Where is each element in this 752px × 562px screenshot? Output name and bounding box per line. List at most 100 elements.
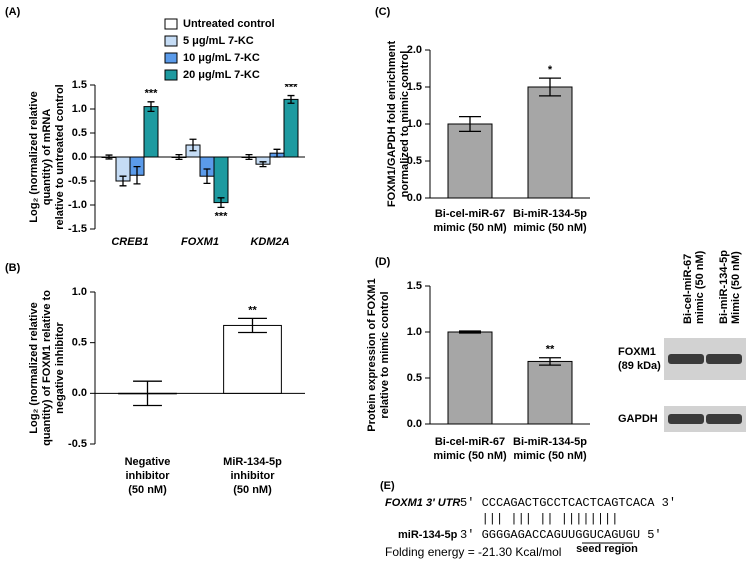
y-axis-label: normalized to mimic control [399, 51, 411, 198]
bar [527, 86, 573, 199]
y-tick-label: 1.0 [72, 286, 87, 298]
mirna-label: miR-134-5p [398, 529, 458, 541]
folding-energy: Folding energy = -21.30 Kcal/mol [385, 545, 561, 559]
y-tick-label: 2.0 [407, 44, 422, 56]
bar [143, 106, 159, 158]
bar [527, 360, 573, 425]
error-bar [105, 154, 113, 160]
blot-band [706, 354, 742, 364]
legend-label: 20 μg/mL 7-KC [183, 69, 260, 81]
panel-label: (A) [5, 6, 21, 18]
significance-label: ** [546, 344, 555, 356]
error-bar [273, 148, 281, 158]
significance-label: ** [248, 304, 257, 316]
x-tick-label: mimic (50 nM) [433, 450, 507, 462]
legend-label: 10 μg/mL 7-KC [183, 52, 260, 64]
y-axis-label: Protein expression of FOXM1 [366, 278, 378, 431]
significance-label: *** [145, 88, 159, 100]
legend-swatch [164, 18, 178, 30]
lane-label: mimic (50 nM) [694, 250, 706, 324]
x-tick-label: (50 nM) [233, 484, 272, 496]
error-bar [133, 165, 141, 185]
y-tick-label: 1.5 [407, 280, 422, 292]
error-bar [203, 168, 211, 185]
y-tick-label: 0.0 [72, 151, 87, 163]
legend-box [160, 14, 300, 84]
legend-swatch [164, 35, 178, 47]
panel-e: (E) FOXM1 3′ UTR 5′ CCCAGACTGCCTCACTCAGT… [380, 480, 676, 559]
base-pairs: ||| ||| || |||||||| [482, 512, 619, 526]
error-bar [217, 197, 225, 209]
significance-label: * [548, 64, 553, 76]
blot-band [706, 414, 742, 424]
y-tick-label: 1.0 [407, 326, 422, 338]
y-tick-label: 0.5 [72, 127, 87, 139]
panel-label: (B) [5, 262, 21, 274]
error-bar [459, 330, 481, 334]
panel-label: (D) [375, 256, 391, 268]
bar [283, 98, 299, 158]
legend-label: 5 μg/mL 7-KC [183, 35, 254, 47]
panel-label: (E) [380, 480, 395, 492]
x-tick-label: inhibitor [126, 470, 171, 482]
x-tick-label: (50 nM) [128, 484, 167, 496]
legend-swatch [164, 52, 178, 64]
y-axis-label: Log₂ (normalized relative [28, 302, 40, 433]
y-tick-label: 0.0 [407, 418, 422, 430]
y-axis-label: FOXM1/GAPDH fold enrichment [386, 41, 398, 208]
band-label: GAPDH [618, 413, 658, 425]
bar [447, 123, 493, 199]
y-tick-label: -1.5 [68, 223, 87, 235]
y-tick-label: 1.0 [72, 103, 87, 115]
x-tick-label: Bi-miR-134-5p [513, 436, 587, 448]
y-axis-label: relative to untreated control [54, 84, 66, 229]
error-bar [238, 317, 267, 334]
seed-label: seed region [576, 543, 638, 555]
error-bar [119, 175, 127, 187]
target-sequence: 5′ CCCAGACTGCCTCACTCAGTCACA 3′ [460, 496, 676, 510]
y-tick-label: -0.5 [68, 438, 87, 450]
error-bar [287, 94, 295, 104]
y-axis-label: Log₂ (normalized relative [28, 91, 40, 222]
error-bar [189, 138, 197, 152]
lane-label: Bi-miR-134-5p [718, 250, 730, 324]
error-bar [245, 153, 253, 161]
lane-label: Bi-cel-miR-67 [682, 254, 694, 324]
error-bar [175, 153, 183, 161]
x-tick-label: FOXM1 [181, 236, 219, 248]
y-tick-label: 1.0 [407, 118, 422, 130]
x-tick-label: Bi-cel-miR-67 [435, 436, 505, 448]
x-tick-label: MiR-134-5p [223, 456, 282, 468]
blot-band [668, 354, 704, 364]
error-bar [539, 357, 561, 366]
band-label: FOXM1 [618, 346, 656, 358]
x-tick-label: inhibitor [231, 470, 276, 482]
y-tick-label: 0.5 [407, 372, 422, 384]
y-tick-label: 0.5 [72, 337, 87, 349]
significance-label: *** [215, 210, 229, 222]
blot-band [668, 414, 704, 424]
y-axis-label: relative to mimic control [379, 291, 391, 418]
x-tick-label: mimic (50 nM) [433, 222, 507, 234]
error-bar [459, 115, 481, 133]
y-tick-label: 0.0 [72, 387, 87, 399]
error-bar [133, 380, 162, 407]
significance-label: *** [285, 81, 299, 93]
y-tick-label: 1.5 [407, 81, 422, 93]
x-tick-label: Bi-cel-miR-67 [435, 208, 505, 220]
y-tick-label: -0.5 [68, 175, 87, 187]
y-axis-label: negative inhibitor [54, 321, 66, 413]
error-bar [147, 101, 155, 113]
band-label: (89 kDa) [618, 360, 661, 372]
error-bar [539, 77, 561, 97]
y-axis-label: quantity) of FOXM1 relative to [41, 290, 53, 446]
x-tick-label: mimic (50 nM) [513, 450, 587, 462]
legend-label: Untreated control [183, 18, 275, 30]
lane-label: Mimic (50 nM) [730, 251, 742, 324]
mirna-sequence: 3′ GGGGAGACCAGUUGGUCAGUGU 5′ [460, 528, 662, 542]
y-tick-label: -1.0 [68, 199, 87, 211]
x-tick-label: Bi-miR-134-5p [513, 208, 587, 220]
bar [213, 156, 229, 204]
x-tick-label: KDM2A [250, 236, 289, 248]
